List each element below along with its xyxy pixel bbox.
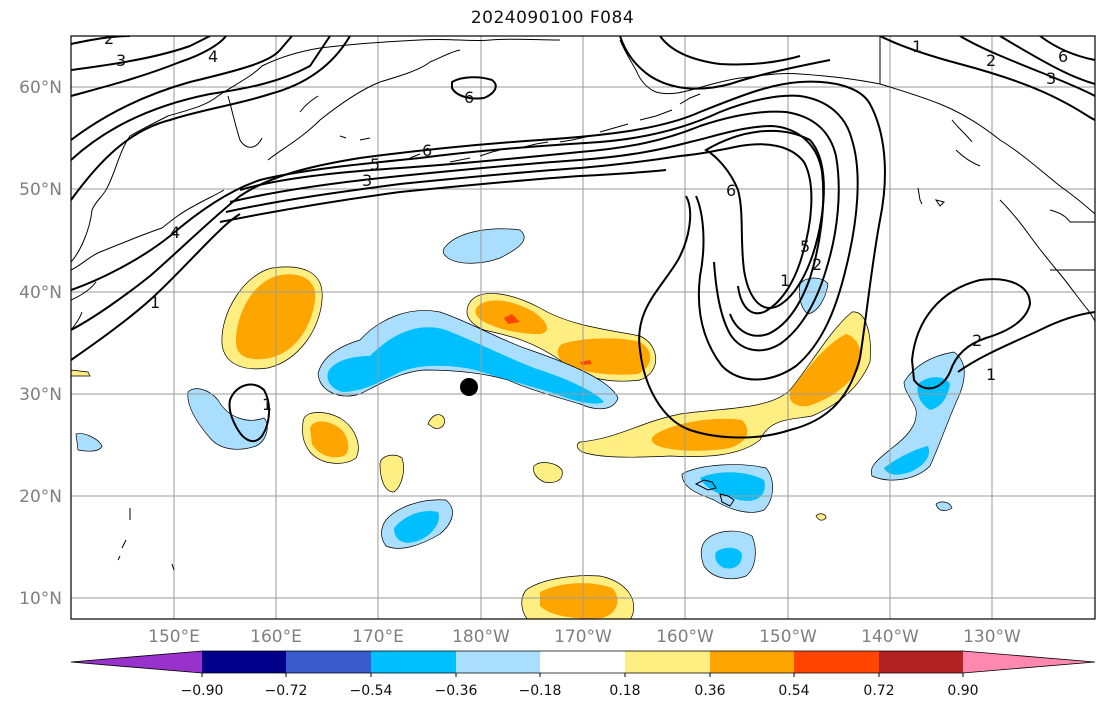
negative-core [327, 327, 604, 404]
positive-core [789, 334, 861, 407]
lat-axis: 10°N 20°N 30°N 40°N 50°N 60°N [19, 78, 62, 609]
storm-center-dot [460, 378, 478, 396]
contour-label: 5 [800, 237, 810, 256]
positive-core [651, 418, 748, 451]
colorbar-tick-label: −0.90 [181, 683, 224, 699]
contour-label: 6 [1058, 47, 1068, 66]
positive-region [379, 454, 404, 493]
positive-core [310, 421, 349, 458]
contour-label: 6 [464, 88, 474, 107]
colorbar-segment [286, 651, 371, 673]
contour-label: 4 [208, 47, 218, 66]
lat-label: 20°N [19, 487, 62, 507]
colorbar-tick-label: −0.54 [350, 683, 393, 699]
colorbar-segment [202, 651, 286, 673]
colorbar-segment [794, 651, 879, 673]
colorbar-segment [540, 651, 625, 673]
contour-label: 2 [812, 255, 822, 274]
contour-label: 1 [986, 365, 996, 384]
colorbar-segment [710, 651, 794, 673]
positive-core [540, 583, 618, 619]
colorbar-extend-low [71, 651, 202, 673]
negative-core [715, 547, 742, 569]
contour-label: 6 [422, 141, 432, 160]
lon-label: 150°W [759, 627, 817, 647]
colorbar: −0.90 −0.72 −0.54 −0.36 −0.18 0.18 0.36 0.54 0.7… [70, 650, 1096, 699]
contour-label: 3 [362, 171, 372, 190]
colorbar-tick-label: 0.36 [694, 683, 725, 699]
lat-label: 60°N [19, 78, 62, 98]
lon-label: 160°W [656, 627, 714, 647]
contour-label: 1 [912, 37, 922, 56]
lon-label: 170°W [554, 627, 612, 647]
colorbar-tick-label: −0.36 [435, 683, 478, 699]
contour-lines [71, 36, 1095, 443]
contour-label: 2 [986, 51, 996, 70]
contour-label: 1 [262, 395, 272, 414]
lat-label: 40°N [19, 283, 62, 303]
negative-region [75, 433, 103, 452]
contour-label: 3 [1046, 69, 1056, 88]
map-title: 2024090100 F084 [470, 8, 635, 28]
colorbar-tick-label: 0.72 [863, 683, 894, 699]
positive-region [815, 513, 827, 521]
contour-labels: 3 4 6 6 5 3 4 1 6 5 2 1 1 2 1 1 2 3 6 2 [104, 29, 1068, 414]
colorbar-tick-label: −0.18 [519, 683, 562, 699]
positive-core [557, 338, 651, 375]
colorbar-segment [456, 651, 540, 673]
lon-label: 130°W [963, 627, 1021, 647]
lat-label: 10°N [19, 589, 62, 609]
colorbar-tick-label: 0.90 [947, 683, 978, 699]
positive-peak [504, 314, 520, 324]
contour-label: 6 [726, 181, 736, 200]
contour-label: 5 [370, 155, 380, 174]
lon-label: 160°E [250, 627, 302, 647]
colorbar-tick-label: −0.72 [265, 683, 308, 699]
negative-region [187, 388, 268, 450]
negative-core [700, 472, 765, 501]
positive-region [427, 414, 445, 429]
positive-region [533, 462, 563, 483]
colorbar-tick-label: 0.18 [609, 683, 640, 699]
negative-region [935, 501, 953, 511]
lon-axis: 150°E 160°E 170°E 180°W 170°W 160°W 150°… [148, 627, 1021, 647]
contour-label: 2 [972, 331, 982, 350]
contour-label: 4 [170, 223, 180, 242]
lat-label: 50°N [19, 180, 62, 200]
contour-label: 1 [780, 271, 790, 290]
negative-core [394, 510, 440, 543]
colorbar-tick-label: 0.54 [778, 683, 809, 699]
contour-label: 3 [116, 51, 126, 70]
colorbar-segment [625, 651, 710, 673]
negative-core [884, 446, 930, 475]
colorbar-extend-high [963, 651, 1095, 673]
map-frame [70, 35, 1096, 620]
lon-label: 150°E [148, 627, 200, 647]
lon-label: 140°W [861, 627, 919, 647]
colorbar-segment [879, 651, 963, 673]
lat-label: 30°N [19, 385, 62, 405]
positive-region [71, 369, 91, 377]
contour-label: 1 [150, 293, 160, 312]
negative-region [442, 228, 525, 264]
lon-label: 180°W [452, 627, 510, 647]
lon-label: 170°E [352, 627, 404, 647]
colorbar-segment [371, 651, 456, 673]
contour-label: 2 [104, 29, 114, 48]
